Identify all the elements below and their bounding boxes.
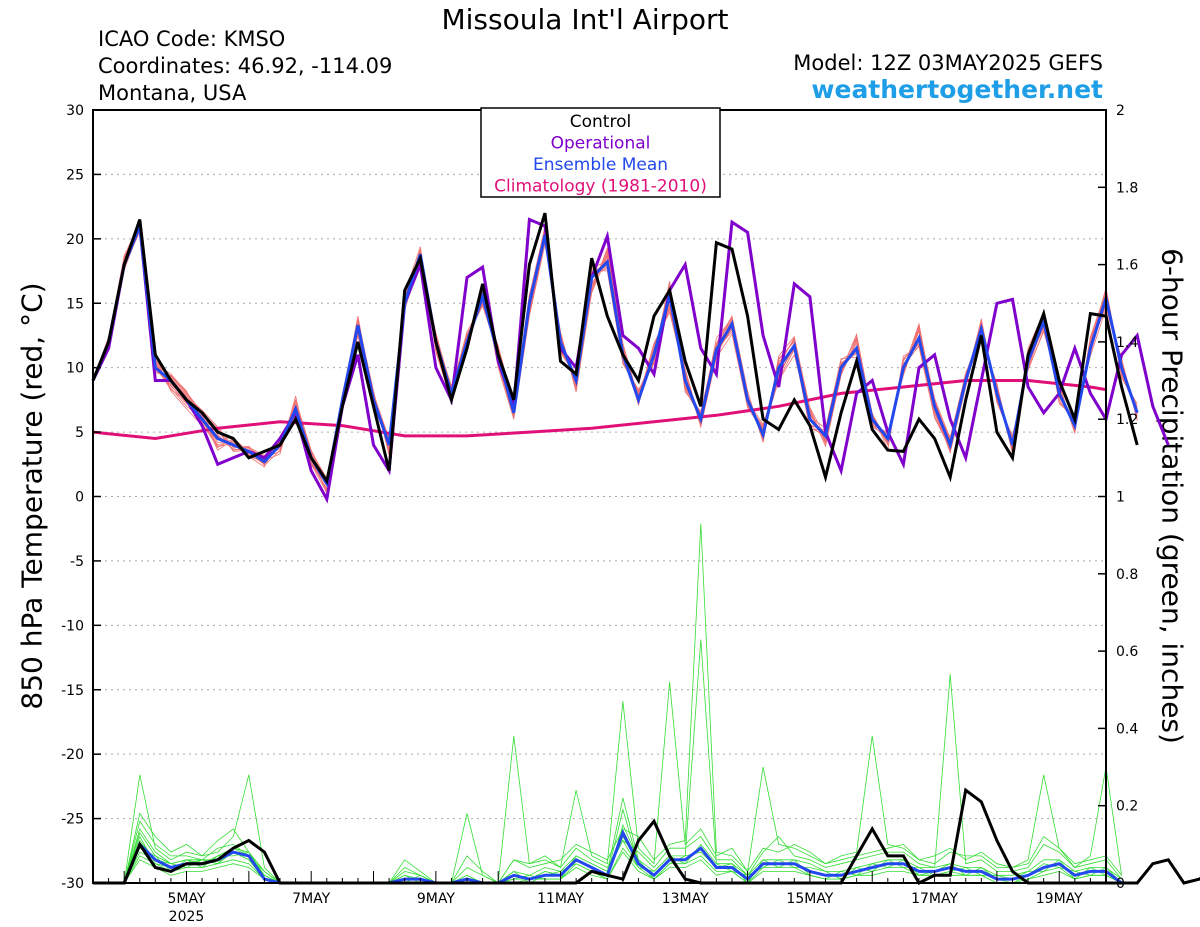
y-tick-label: 10	[66, 361, 84, 377]
y-tick-label: 25	[66, 167, 84, 183]
member-precip-line	[93, 523, 1122, 884]
x-tick-label: 17MAY	[911, 891, 958, 907]
x-tick-label: 9MAY	[417, 891, 455, 907]
member-temp-line	[92, 227, 1138, 481]
x-tick-label: 5MAY	[167, 891, 205, 907]
y2-tick-label: 1.2	[1116, 412, 1138, 428]
member-precip-line	[93, 639, 1122, 884]
member-temp-line	[92, 227, 1138, 480]
y2-tick-label: 1.4	[1116, 335, 1138, 351]
grid-lines	[93, 173, 1106, 820]
region: Montana, USA	[98, 81, 247, 105]
y-tick-label: -5	[70, 554, 84, 570]
y-tick-label: -30	[61, 876, 84, 892]
member-temp-line	[92, 228, 1138, 484]
member-temp-line	[92, 227, 1138, 478]
coordinates: Coordinates: 46.92, -114.09	[98, 54, 393, 78]
y-tick-label: -25	[61, 812, 84, 828]
control-temp-line	[91, 212, 1139, 485]
mean-temp-line	[91, 225, 1139, 488]
main-series-lines	[91, 212, 1200, 885]
site-link[interactable]: weathertogether.net	[811, 75, 1103, 104]
chart-title: Missoula Int'l Airport	[441, 3, 729, 36]
member-precip-line	[93, 681, 1122, 884]
axes: 302520151050-5-10-15-20-25-3021.81.61.41…	[61, 103, 1138, 925]
y2-tick-label: 1	[1116, 490, 1125, 506]
x-tick-label: 7MAY	[292, 891, 330, 907]
y-tick-label: -10	[61, 618, 84, 634]
y2-tick-label: 1.8	[1116, 180, 1138, 196]
icao-code: ICAO Code: KMSO	[98, 27, 286, 51]
y2-tick-label: 0.2	[1116, 799, 1138, 815]
y2-tick-label: 0	[1116, 876, 1125, 892]
y-tick-label: 0	[75, 490, 84, 506]
y-tick-label: 5	[75, 425, 84, 441]
climatology-line	[92, 379, 1107, 441]
y-tick-label: -20	[61, 747, 84, 763]
legend-box	[480, 107, 721, 198]
y-tick-label: 30	[66, 103, 84, 119]
member-temp-line	[92, 225, 1138, 485]
y-tick-label: -15	[61, 683, 84, 699]
legend-entry: Climatology (1981-2010)	[494, 177, 707, 197]
x-tick-sublabel: 2025	[169, 909, 205, 925]
legend-entry: Ensemble Mean	[533, 155, 668, 175]
legend-entry: Control	[570, 112, 631, 132]
legend-entry: Operational	[551, 134, 651, 154]
y-tick-label: 20	[66, 232, 84, 248]
x-tick-label: 19MAY	[1036, 891, 1083, 907]
member-precip-line	[93, 674, 1122, 884]
member-precip-lines	[93, 523, 1122, 884]
x-tick-label: 13MAY	[662, 891, 709, 907]
y2-tick-label: 0.6	[1116, 644, 1138, 660]
y2-tick-label: 2	[1116, 103, 1125, 119]
member-temp-line	[92, 229, 1138, 483]
x-tick-label: 11MAY	[537, 891, 584, 907]
y2-tick-label: 0.4	[1116, 721, 1138, 737]
x-tick-label: 15MAY	[786, 891, 833, 907]
y2-tick-label: 0.8	[1116, 567, 1138, 583]
y-tick-label: 15	[66, 296, 84, 312]
model-run: Model: 12Z 03MAY2025 GEFS	[793, 51, 1103, 75]
y2-tick-label: 1.6	[1116, 258, 1138, 274]
